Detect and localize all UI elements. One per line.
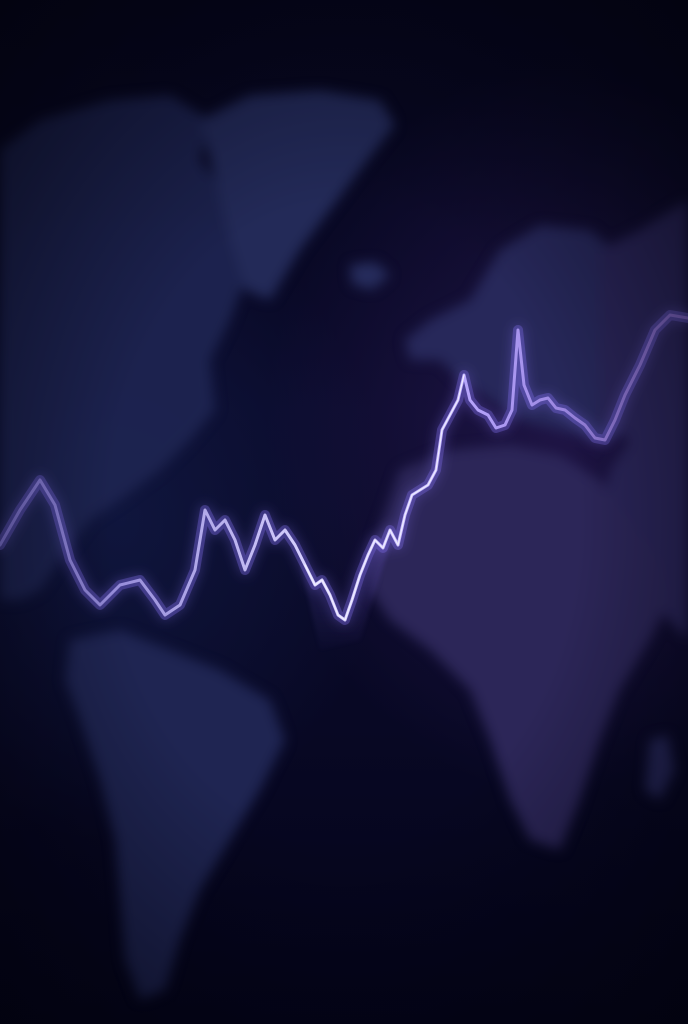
trend-line-underglow [300, 540, 390, 650]
trend-line-halo [0, 310, 688, 625]
trend-line [0, 313, 688, 622]
